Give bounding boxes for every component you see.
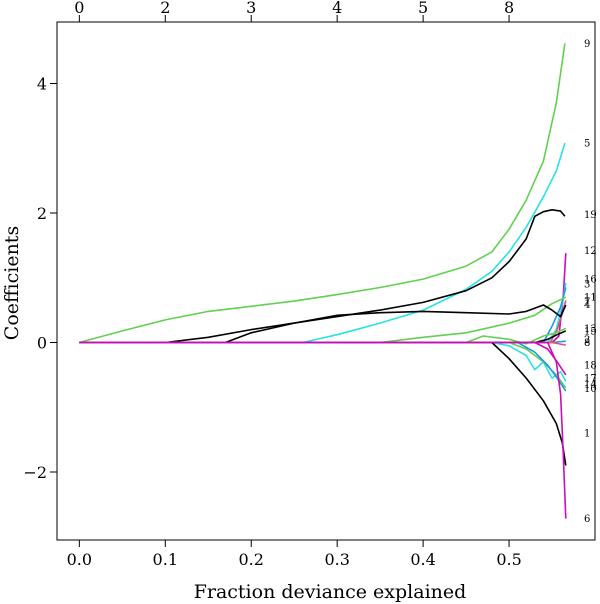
coef-path-19 (165, 209, 566, 344)
coef-path-4 (225, 304, 567, 344)
x-tick-label: 0.5 (496, 550, 521, 569)
end-label-18: 18 (584, 361, 597, 372)
y-axis-label: Coefficients (1, 226, 23, 340)
top-tick-label: 2 (160, 0, 170, 17)
x-tick-label: 0.0 (67, 550, 92, 569)
end-label-16: 16 (584, 275, 597, 286)
end-label-12: 12 (584, 246, 597, 257)
end-label-10: 10 (584, 384, 597, 395)
top-tick-label: 4 (332, 0, 342, 17)
end-label-7: 7 (584, 297, 590, 308)
end-label-2: 2 (584, 335, 590, 346)
coef-path-9 (79, 43, 566, 344)
x-tick-label: 0.4 (410, 550, 435, 569)
end-label-13: 13 (584, 324, 597, 335)
plot-frame (56, 21, 596, 541)
end-label-3: 3 (584, 280, 590, 291)
y-tick-label: 0 (37, 334, 47, 353)
coef-path-3 (79, 287, 567, 344)
coef-path-7 (79, 300, 567, 344)
end-label-17: 17 (584, 374, 597, 385)
top-tick-label: 0 (74, 0, 84, 17)
top-tick-label: 8 (504, 0, 514, 17)
top-tick-label: 5 (418, 0, 428, 17)
coef-path-17 (491, 341, 567, 382)
top-tick-label: 3 (246, 0, 256, 17)
end-label-11: 11 (584, 293, 597, 304)
end-label-15: 15 (584, 326, 597, 337)
coef-path-18 (79, 341, 567, 376)
coef-path-16 (79, 282, 567, 344)
end-label-14: 14 (584, 379, 597, 390)
x-axis-label: Fraction deviance explained (194, 581, 467, 603)
x-tick-label: 0.2 (239, 550, 264, 569)
end-label-8: 8 (584, 338, 590, 349)
coef-path-10 (517, 341, 567, 392)
end-label-9: 9 (584, 39, 590, 50)
end-label-4: 4 (584, 300, 590, 311)
y-tick-label: 2 (37, 204, 47, 223)
y-tick-label: 4 (37, 75, 47, 94)
end-label-6: 6 (584, 514, 590, 525)
end-label-19: 19 (584, 210, 597, 221)
coef-path-11 (380, 296, 567, 344)
x-tick-label: 0.1 (153, 550, 178, 569)
coef-path-13 (465, 327, 567, 345)
coef-path-12 (79, 253, 567, 344)
coef-path-5 (302, 142, 566, 344)
end-label-5: 5 (584, 139, 590, 150)
end-label-1: 1 (584, 429, 590, 440)
y-tick-label: −2 (23, 463, 47, 482)
coef-path-6 (79, 341, 567, 519)
x-tick-label: 0.3 (324, 550, 349, 569)
